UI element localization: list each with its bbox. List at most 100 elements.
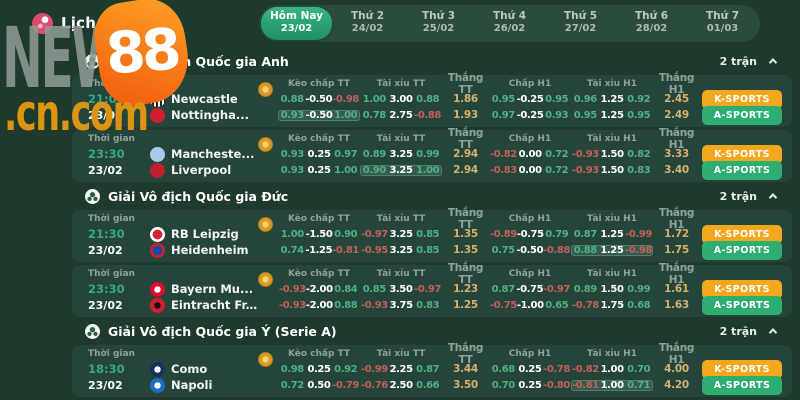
odds-value[interactable]: 2.75 [389, 109, 413, 121]
odds-value[interactable]: -0.75 [516, 228, 544, 240]
odds-value[interactable]: 0.93 [280, 164, 304, 176]
odds-value-win_ft[interactable]: 2.94 [453, 164, 478, 176]
odds-value[interactable]: 0.85 [362, 283, 386, 295]
odds-value[interactable]: -2.00 [305, 299, 333, 311]
odds-value[interactable]: -0.75 [516, 283, 544, 295]
odds-value[interactable]: 0.25 [307, 148, 331, 160]
coin-icon[interactable] [258, 136, 273, 152]
odds-value[interactable]: -0.88 [414, 109, 441, 121]
odds-value[interactable]: 0.92 [334, 363, 358, 375]
date-tab[interactable]: Thứ 2 24/02 [332, 7, 403, 40]
odds-value[interactable]: -0.78 [572, 299, 599, 311]
odds-value-win_ft[interactable]: 3.50 [453, 379, 478, 391]
odds-value[interactable]: -0.25 [516, 93, 544, 105]
odds-value-win_h1[interactable]: 4.00 [664, 363, 689, 375]
section-header[interactable]: Giải Vô địch Quốc gia Anh 2 trận [72, 50, 792, 72]
odds-value[interactable]: 3.50 [389, 283, 413, 295]
odds-value[interactable]: 1.00 [362, 93, 386, 105]
odds-value[interactable]: 0.93 [280, 148, 304, 160]
odds-value[interactable]: 0.93 [280, 109, 304, 121]
odds-value[interactable]: 0.71 [627, 379, 651, 391]
odds-value[interactable]: 1.00 [334, 109, 358, 121]
odds-value[interactable]: -0.79 [332, 379, 359, 391]
odds-value[interactable]: -0.97 [361, 228, 388, 240]
odds-value[interactable]: -0.99 [361, 363, 388, 375]
odds-value[interactable]: 0.97 [491, 109, 515, 121]
date-tab[interactable]: Thứ 7 01/03 [687, 7, 758, 40]
a-sports-button[interactable]: A-SPORTS [702, 375, 782, 395]
odds-value[interactable]: 2.25 [389, 363, 413, 375]
a-sports-button[interactable]: A-SPORTS [702, 240, 782, 260]
odds-value[interactable]: -2.00 [305, 283, 333, 295]
odds-value[interactable]: -1.25 [305, 244, 333, 256]
odds-value[interactable]: 0.88 [280, 93, 304, 105]
chevron-up-icon[interactable] [766, 324, 780, 338]
coin-icon[interactable] [258, 216, 273, 232]
odds-value-win_h1[interactable]: 2.45 [664, 93, 689, 105]
odds-value[interactable]: 0.83 [416, 299, 440, 311]
section-header[interactable]: Giải Vô địch Quốc gia Ý (Serie A) 2 trận [72, 320, 792, 342]
odds-value[interactable]: 0.00 [518, 148, 542, 160]
coin-icon[interactable] [258, 81, 273, 97]
odds-value-win_ft[interactable]: 1.25 [453, 299, 478, 311]
odds-value[interactable]: 0.68 [627, 299, 651, 311]
chevron-up-icon[interactable] [766, 54, 780, 68]
odds-value[interactable]: 0.25 [307, 164, 331, 176]
odds-value[interactable]: 0.79 [545, 228, 569, 240]
odds-value[interactable]: 0.72 [280, 379, 304, 391]
odds-value[interactable]: 0.50 [307, 379, 331, 391]
coin-icon[interactable] [258, 351, 273, 367]
odds-value[interactable]: -0.93 [572, 148, 599, 160]
odds-value[interactable]: 0.82 [627, 148, 651, 160]
odds-value[interactable]: 0.70 [491, 379, 515, 391]
odds-value-win_ft[interactable]: 1.86 [453, 93, 478, 105]
date-tab[interactable]: Thứ 6 28/02 [616, 7, 687, 40]
odds-value[interactable]: 0.65 [545, 299, 569, 311]
odds-value[interactable]: -0.81 [572, 379, 599, 391]
odds-value[interactable]: 0.83 [627, 164, 651, 176]
odds-value[interactable]: 0.93 [545, 109, 569, 121]
odds-value[interactable]: 0.85 [416, 228, 440, 240]
odds-value[interactable]: 0.99 [627, 283, 651, 295]
odds-value[interactable]: 0.88 [573, 244, 597, 256]
odds-value-win_h1[interactable]: 1.63 [664, 299, 689, 311]
odds-value[interactable]: 3.25 [389, 244, 413, 256]
odds-value[interactable]: 0.72 [545, 164, 569, 176]
odds-value[interactable]: 0.96 [573, 93, 597, 105]
k-sports-button[interactable]: K-SPORTS [702, 359, 782, 379]
odds-value[interactable]: 1.50 [600, 283, 624, 295]
odds-value[interactable]: 1.00 [280, 228, 304, 240]
odds-value[interactable]: -0.97 [543, 283, 570, 295]
odds-value[interactable]: 2.50 [389, 379, 413, 391]
odds-value[interactable]: 0.88 [416, 93, 440, 105]
odds-value[interactable]: 0.85 [416, 244, 440, 256]
odds-value[interactable]: -0.50 [516, 244, 544, 256]
date-tab[interactable]: Hôm Nay 23/02 [261, 6, 332, 40]
k-sports-button[interactable]: K-SPORTS [702, 89, 782, 109]
a-sports-button[interactable]: A-SPORTS [702, 295, 782, 315]
odds-value-win_ft[interactable]: 1.93 [453, 109, 478, 121]
odds-value[interactable]: 1.00 [416, 164, 440, 176]
odds-value[interactable]: -0.76 [361, 379, 388, 391]
odds-value[interactable]: 0.89 [573, 283, 597, 295]
odds-value[interactable]: -0.25 [516, 109, 544, 121]
odds-value[interactable]: -0.78 [543, 363, 570, 375]
odds-value-win_ft[interactable]: 1.23 [453, 283, 478, 295]
odds-value[interactable]: 0.95 [627, 109, 651, 121]
odds-value[interactable]: 0.68 [491, 363, 515, 375]
odds-value[interactable]: -0.88 [543, 244, 570, 256]
a-sports-button[interactable]: A-SPORTS [702, 160, 782, 180]
odds-value[interactable]: -1.50 [305, 228, 333, 240]
odds-value-win_h1[interactable]: 1.75 [664, 244, 689, 256]
odds-value-win_ft[interactable]: 3.44 [453, 363, 478, 375]
odds-value[interactable]: 0.66 [416, 379, 440, 391]
date-tab[interactable]: Thứ 5 27/02 [545, 7, 616, 40]
chevron-up-icon[interactable] [766, 189, 780, 203]
odds-value[interactable]: 0.97 [334, 148, 358, 160]
odds-value[interactable]: -0.93 [572, 164, 599, 176]
odds-value[interactable]: -0.93 [279, 283, 306, 295]
odds-value[interactable]: 0.87 [416, 363, 440, 375]
odds-value[interactable]: 1.25 [600, 244, 624, 256]
odds-value[interactable]: -0.50 [305, 109, 333, 121]
odds-value[interactable]: -0.89 [490, 228, 517, 240]
